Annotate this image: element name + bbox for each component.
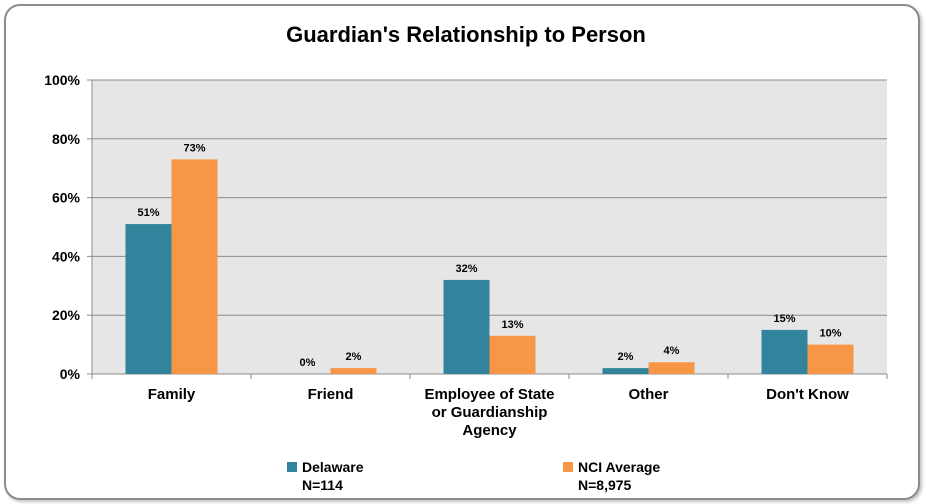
category-label: Other [628,386,668,403]
category-label: Employee of State [424,386,554,403]
data-label: 10% [819,328,841,340]
data-label: 51% [137,207,159,219]
y-tick-label: 60% [52,190,81,206]
chart-title: Guardian's Relationship to Person [286,22,646,47]
bar-nci-average [330,368,377,374]
plot-area: 0% 20% 40% 60% 80% 100% 51% 73% Family 0% 2% Friend… [44,72,888,439]
bar-delaware [761,329,808,374]
data-label: 4% [664,345,680,357]
bar-delaware [443,279,490,374]
bar-nci-average [648,362,695,374]
legend-label: NCI Average [578,459,660,475]
bar-nci-average [171,159,218,374]
category-label: Don't Know [766,386,849,403]
bar-nci-average [489,335,536,374]
data-label: 0% [300,357,316,369]
bar-delaware [125,224,172,374]
legend-swatch [563,462,573,472]
bar-delaware [602,368,649,374]
data-label: 2% [346,351,362,363]
y-tick-label: 40% [52,248,81,264]
data-label: 2% [618,351,634,363]
category-label: Family [148,386,196,403]
data-label: 73% [183,142,205,154]
category-label: Friend [308,386,354,403]
bar-nci-average [807,344,854,374]
y-tick-label: 0% [60,366,81,382]
category-label: or Guardianship [432,404,548,421]
category-label: Agency [462,422,517,439]
legend: Delaware N=114 NCI Average N=8,975 [287,459,660,493]
data-label: 15% [773,313,795,325]
y-tick-label: 80% [52,131,81,147]
data-label: 32% [455,263,477,275]
y-tick-label: 20% [52,307,81,323]
legend-subtitle: N=114 [302,477,343,493]
legend-subtitle: N=8,975 [578,477,632,493]
legend-swatch [287,462,297,472]
data-label: 13% [501,319,523,331]
y-tick-label: 100% [44,72,80,88]
legend-label: Delaware [302,459,364,475]
